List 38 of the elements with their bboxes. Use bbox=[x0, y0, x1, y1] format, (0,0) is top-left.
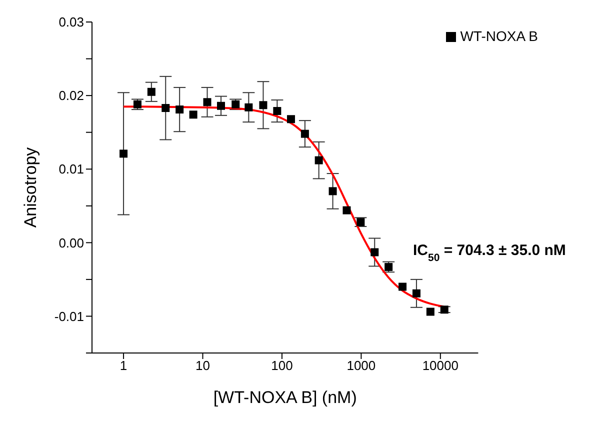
y-tick-label: 0.00 bbox=[58, 235, 84, 250]
point bbox=[286, 115, 295, 124]
y-axis-title: Anisotropy bbox=[21, 146, 40, 228]
point bbox=[314, 156, 323, 164]
x-tick-label: 10 bbox=[196, 358, 210, 374]
point bbox=[370, 248, 379, 256]
y-tick-label: -0.01 bbox=[54, 308, 84, 324]
point bbox=[426, 308, 434, 316]
point bbox=[384, 262, 393, 271]
point bbox=[440, 306, 448, 314]
point bbox=[356, 218, 365, 226]
annotation: IC$_{50}$ = 704.3 ± 35.0 nM bbox=[413, 242, 566, 264]
point bbox=[259, 101, 268, 110]
point bbox=[217, 102, 225, 110]
point bbox=[176, 106, 184, 114]
point bbox=[412, 289, 420, 298]
point bbox=[328, 187, 337, 196]
x-tick-label: 1 bbox=[120, 358, 128, 374]
x-axis-title: [WT-NOXA B] (nM) bbox=[213, 388, 357, 407]
y-tick-label: 0.03 bbox=[58, 14, 84, 30]
point bbox=[398, 282, 407, 291]
x-tick-label: 10000 bbox=[422, 358, 458, 374]
point bbox=[189, 110, 198, 119]
point bbox=[273, 107, 282, 115]
point bbox=[147, 88, 156, 96]
point bbox=[120, 150, 128, 158]
y-tick-label: 0.02 bbox=[58, 88, 84, 104]
legend-label: WT-NOXA B bbox=[460, 28, 538, 44]
point bbox=[342, 206, 351, 214]
point bbox=[244, 103, 253, 112]
x-tick-label: 1000 bbox=[346, 358, 376, 374]
point bbox=[203, 98, 212, 106]
y-tick-label: 0.01 bbox=[58, 162, 84, 177]
x-tick-label: 100 bbox=[271, 358, 293, 374]
point bbox=[162, 104, 170, 112]
point bbox=[133, 100, 142, 108]
point bbox=[232, 100, 240, 108]
point bbox=[300, 130, 309, 138]
